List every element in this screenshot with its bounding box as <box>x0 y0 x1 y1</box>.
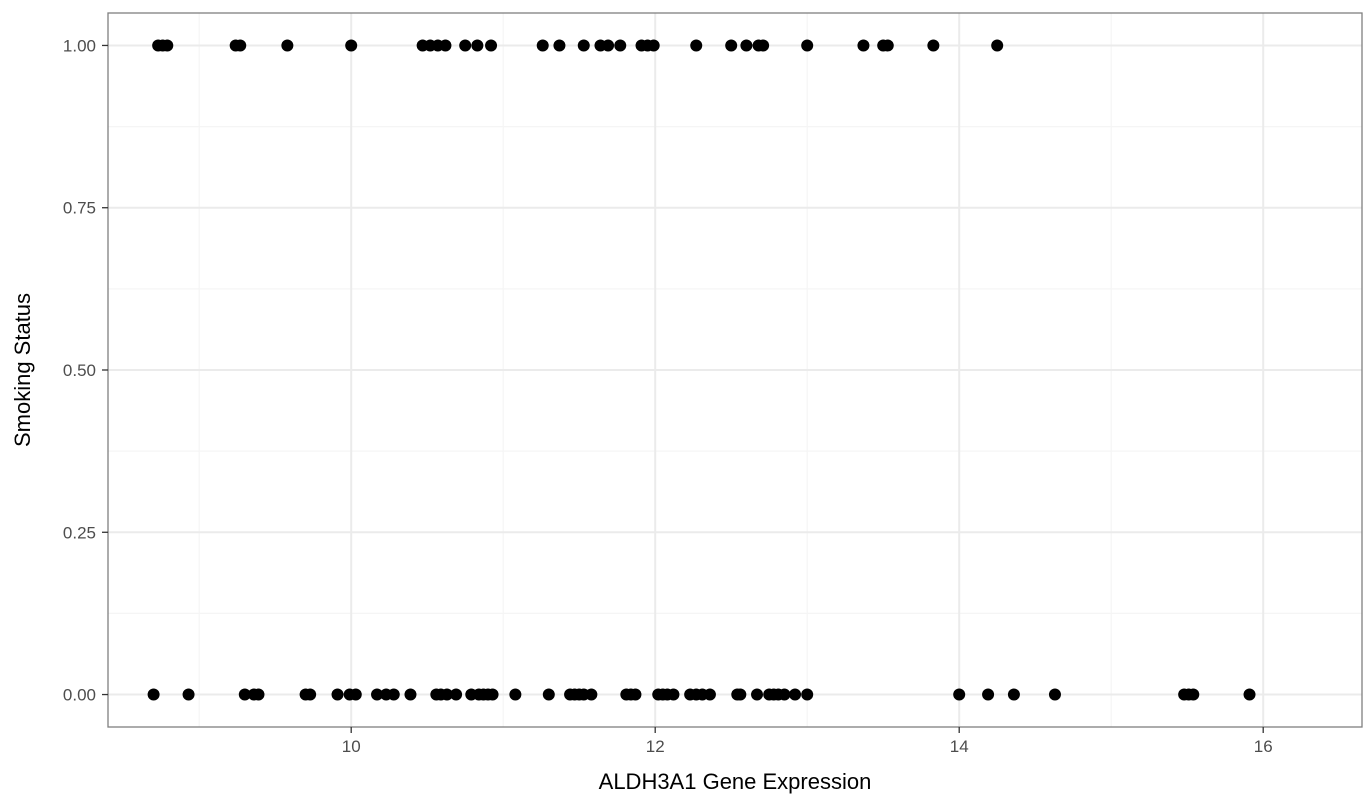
data-point <box>509 688 522 701</box>
data-point <box>667 688 680 701</box>
data-point <box>953 688 966 701</box>
data-point <box>234 39 247 52</box>
data-point <box>778 688 791 701</box>
data-point <box>404 688 417 701</box>
data-point <box>1048 688 1061 701</box>
data-point <box>614 39 627 52</box>
data-point <box>147 688 160 701</box>
x-tick-label: 14 <box>950 737 969 756</box>
data-point <box>982 688 995 701</box>
data-point <box>252 688 265 701</box>
data-point <box>331 688 344 701</box>
data-point <box>602 39 615 52</box>
data-point <box>450 688 463 701</box>
data-point <box>542 688 555 701</box>
data-point <box>703 688 716 701</box>
y-tick-label: 1.00 <box>63 36 96 55</box>
data-point <box>725 39 738 52</box>
data-point <box>1007 688 1020 701</box>
data-point <box>577 39 590 52</box>
y-tick-label: 0.25 <box>63 523 96 542</box>
data-point <box>1243 688 1256 701</box>
data-point <box>238 688 251 701</box>
data-point <box>304 688 317 701</box>
data-point <box>349 688 362 701</box>
data-point <box>857 39 870 52</box>
data-points <box>147 39 1256 701</box>
data-point <box>471 39 484 52</box>
data-point <box>459 39 472 52</box>
data-point <box>161 39 174 52</box>
data-point <box>345 39 358 52</box>
y-tick-label: 0.75 <box>63 199 96 218</box>
y-tick-label: 0.50 <box>63 361 96 380</box>
major-gridlines <box>108 13 1362 727</box>
y-tick-label: 0.00 <box>63 686 96 705</box>
data-point <box>740 39 753 52</box>
x-axis-ticks: 10 12 14 16 <box>342 727 1273 756</box>
data-point <box>281 39 294 52</box>
data-point <box>789 688 802 701</box>
y-axis-title: Smoking Status <box>10 293 35 447</box>
data-point <box>647 39 660 52</box>
data-point <box>585 688 598 701</box>
data-point <box>387 688 400 701</box>
data-point <box>757 39 770 52</box>
data-point <box>629 688 642 701</box>
x-tick-label: 10 <box>342 737 361 756</box>
data-point <box>371 688 384 701</box>
data-point <box>439 39 452 52</box>
x-tick-label: 12 <box>646 737 665 756</box>
data-point <box>485 39 498 52</box>
data-point <box>991 39 1004 52</box>
data-point <box>927 39 940 52</box>
data-point <box>440 688 453 701</box>
x-axis-title: ALDH3A1 Gene Expression <box>599 769 872 794</box>
data-point <box>881 39 894 52</box>
y-axis-ticks: 0.00 0.25 0.50 0.75 1.00 <box>63 36 108 705</box>
data-point <box>690 39 703 52</box>
data-point <box>751 688 764 701</box>
data-point <box>1187 688 1200 701</box>
data-point <box>734 688 747 701</box>
data-point <box>182 688 195 701</box>
data-point <box>536 39 549 52</box>
data-point <box>801 688 814 701</box>
data-point <box>553 39 566 52</box>
x-tick-label: 16 <box>1254 737 1273 756</box>
data-point <box>486 688 499 701</box>
data-point <box>801 39 814 52</box>
